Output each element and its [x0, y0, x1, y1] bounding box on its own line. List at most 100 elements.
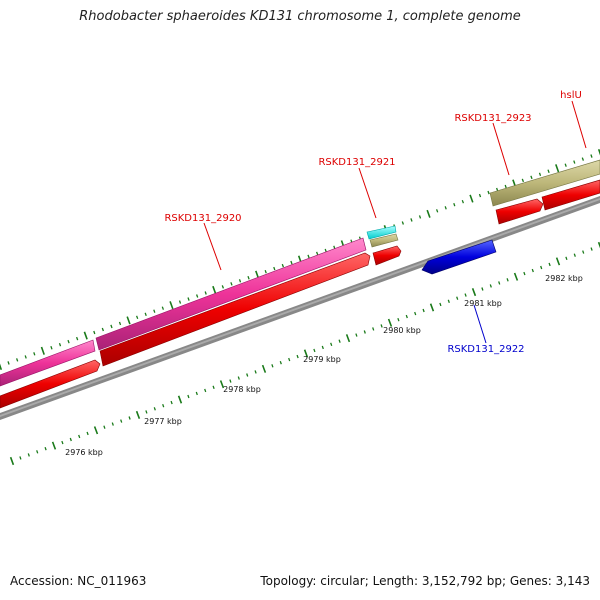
minor-tick — [405, 314, 408, 319]
minor-tick — [422, 308, 425, 313]
minor-tick — [290, 260, 293, 265]
minor-tick — [281, 263, 285, 268]
minor-tick — [237, 376, 240, 380]
minor-tick — [487, 190, 490, 195]
gene-label-RSKD131_2920[interactable]: RSKD131_2920 — [164, 213, 242, 271]
accession-value: NC_011963 — [77, 574, 147, 588]
minor-tick — [44, 446, 47, 451]
minor-tick — [296, 354, 299, 359]
feature-track — [0, 159, 600, 387]
minor-tick — [178, 300, 182, 304]
minor-tick — [221, 285, 225, 289]
major-tick — [471, 288, 477, 297]
minor-tick — [565, 256, 568, 261]
minor-tick — [547, 169, 550, 174]
minor-tick — [313, 348, 316, 353]
minor-tick — [372, 327, 375, 331]
minor-tick — [489, 284, 492, 288]
minor-tick — [481, 287, 484, 291]
minor-tick — [264, 269, 267, 274]
minor-tick — [212, 385, 215, 390]
minor-tick — [204, 291, 207, 295]
minor-tick — [504, 184, 507, 189]
minor-tick — [315, 251, 319, 256]
minor-tick — [111, 422, 114, 426]
gene-label-RSKD131_2922[interactable]: RSKD131_2922 — [447, 304, 525, 355]
minor-tick — [161, 306, 165, 310]
minor-tick — [19, 456, 22, 460]
length-value: 3,152,792 bp — [421, 574, 502, 588]
minor-tick — [170, 400, 173, 405]
minor-tick — [135, 315, 139, 320]
major-tick — [303, 349, 309, 358]
minor-tick — [69, 437, 72, 442]
minor-tick — [581, 157, 585, 161]
feature-cyan[interactable] — [366, 225, 397, 240]
major-tick — [426, 209, 431, 218]
minor-tick — [573, 160, 576, 164]
minor-tick — [439, 302, 442, 307]
minor-tick — [128, 416, 131, 420]
minor-tick — [204, 388, 207, 393]
scale-labels: 2976 kbp 2977 kbp 2978 kbp 2979 kbp 2980… — [65, 274, 583, 457]
cds-forward-left[interactable] — [0, 359, 101, 409]
minor-tick — [162, 403, 165, 408]
length-label: Length: — [372, 574, 419, 588]
cds-track — [0, 179, 600, 409]
feature-magenta-2[interactable] — [95, 237, 367, 351]
minor-tick — [414, 311, 417, 316]
minor-tick — [321, 345, 324, 350]
minor-tick — [453, 202, 456, 207]
major-tick — [597, 241, 600, 249]
scale-label: 2976 kbp — [65, 448, 103, 457]
cds-RSKD131_2923[interactable] — [495, 198, 544, 225]
major-tick — [169, 301, 174, 310]
minor-tick — [247, 275, 250, 280]
minor-tick — [338, 339, 341, 343]
major-tick — [597, 148, 600, 156]
minor-tick — [58, 342, 62, 347]
minor-tick — [397, 317, 400, 322]
genome-summary: Topology: circular; Length: 3,152,792 bp… — [260, 574, 590, 588]
minor-tick — [24, 355, 27, 359]
minor-tick — [590, 154, 593, 158]
cds-RSKD131_2920[interactable] — [99, 252, 371, 367]
accession-info: Accession: NC_011963 — [10, 574, 146, 588]
cds-RSKD131_2921[interactable] — [372, 245, 402, 266]
minor-tick — [447, 299, 450, 304]
minor-tick — [246, 373, 249, 377]
minor-tick — [153, 407, 156, 411]
feature-olive-small[interactable] — [369, 233, 399, 248]
minor-tick — [86, 431, 89, 436]
gene-label-RSKD131_2923[interactable]: RSKD131_2923 — [454, 113, 532, 176]
minor-tick — [521, 178, 525, 183]
cds-hslU[interactable] — [541, 179, 600, 211]
scale-label: 2979 kbp — [303, 355, 341, 364]
minor-tick — [401, 221, 405, 225]
minor-tick — [33, 352, 36, 356]
major-tick — [126, 316, 131, 325]
minor-tick — [590, 247, 593, 251]
major-tick — [40, 346, 45, 355]
feature-olive-long[interactable] — [489, 159, 600, 207]
genes-label: Genes: — [509, 574, 552, 588]
major-tick — [135, 410, 141, 419]
major-tick — [51, 441, 57, 450]
minor-tick — [101, 327, 105, 332]
gene-name: RSKD131_2922 — [447, 344, 524, 355]
minor-tick — [238, 279, 242, 283]
gene-label-hslU[interactable]: hslU — [560, 90, 587, 149]
major-tick — [212, 285, 217, 294]
gene-label-RSKD131_2921[interactable]: RSKD131_2921 — [318, 157, 396, 219]
gene-name: RSKD131_2920 — [164, 213, 241, 224]
feature-magenta-1[interactable] — [0, 339, 96, 387]
minor-tick — [15, 358, 19, 362]
cds-RSKD131_2922[interactable] — [421, 239, 497, 275]
inner-tick-row — [9, 241, 600, 466]
minor-tick — [187, 394, 190, 399]
minor-tick — [153, 309, 156, 313]
minor-tick — [230, 282, 233, 286]
minor-tick — [324, 248, 327, 253]
minor-tick — [93, 330, 96, 335]
